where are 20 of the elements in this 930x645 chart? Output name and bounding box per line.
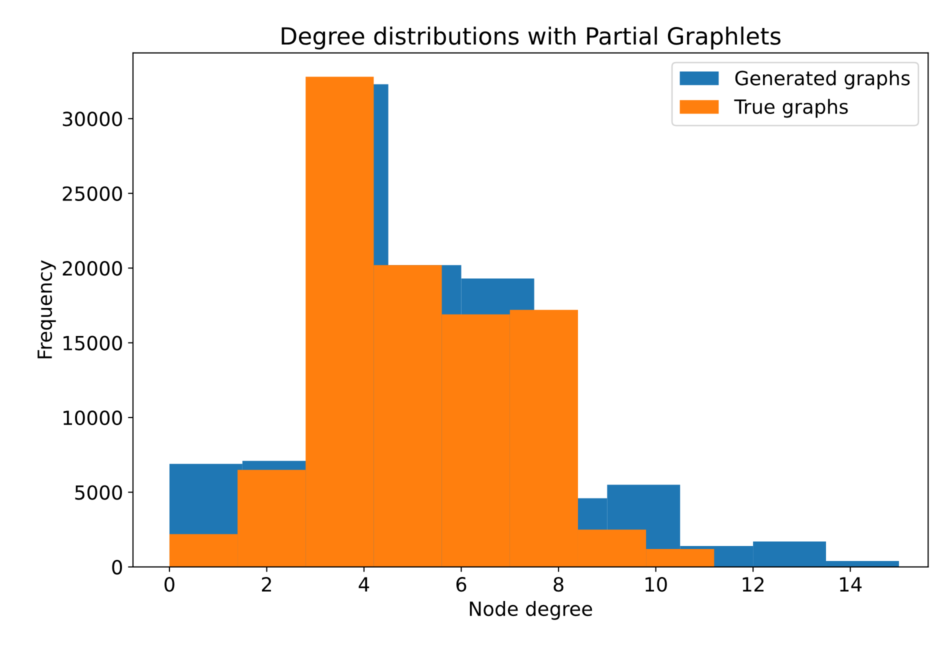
legend-label: Generated graphs: [735, 70, 910, 90]
x-tick-label: 2: [262, 577, 271, 592]
x-tick-label: 8: [554, 577, 564, 592]
legend-label: True graphs: [734, 98, 848, 118]
y-tick-label: 10000: [64, 410, 122, 426]
y-tick-label: 20000: [62, 261, 122, 276]
x-axis-title: Node degree: [470, 601, 592, 620]
x-tick-label: 6: [456, 577, 466, 592]
y-tick-label: 30000: [62, 112, 122, 126]
x-tick-label: 12: [742, 577, 764, 592]
y-tick-label: 25000: [62, 186, 122, 202]
chart-title: Degree distributions with Partial Graphlets: [282, 26, 780, 50]
x-tick-label: 10: [646, 577, 667, 592]
x-tick-label: 4: [358, 577, 370, 592]
y-axis-title: Frequency: [38, 260, 56, 358]
y-tick-label: 5000: [75, 485, 122, 500]
x-tick-label: 0: [164, 577, 174, 592]
x-tick-label: 14: [840, 577, 862, 592]
y-tick-label: 0: [112, 560, 122, 575]
y-tick-label: 15000: [64, 336, 122, 350]
